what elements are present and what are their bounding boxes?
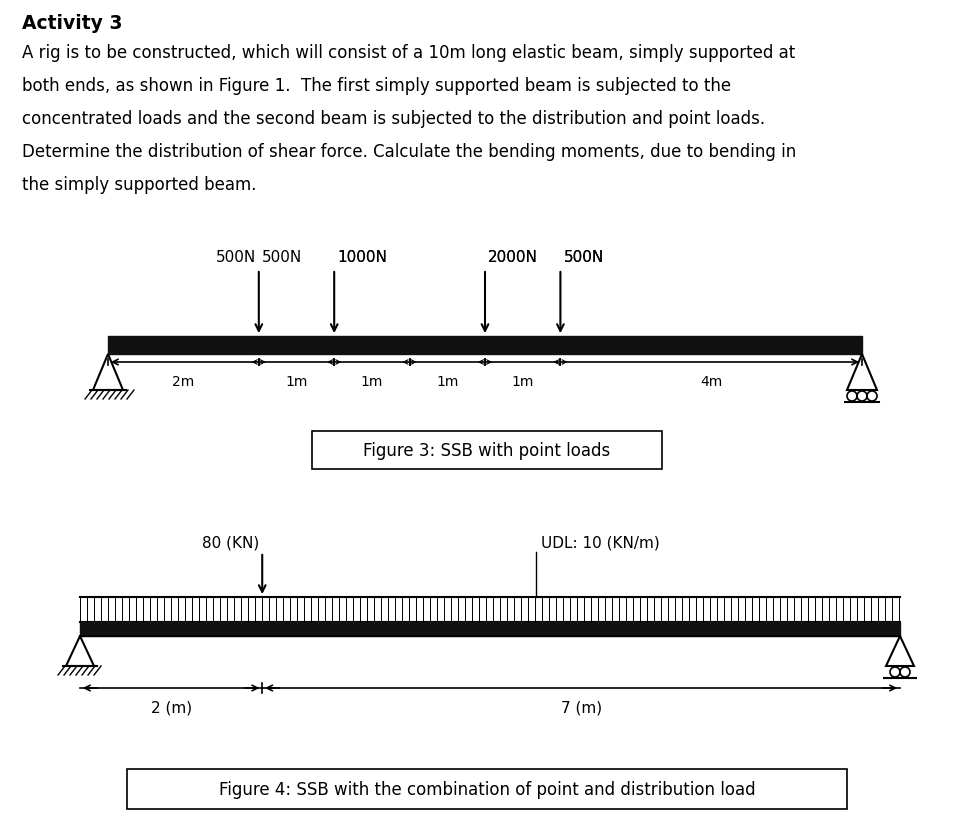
Text: 4m: 4m (700, 374, 723, 388)
Text: 2m: 2m (172, 374, 195, 388)
Text: A rig is to be constructed, which will consist of a 10m long elastic beam, simpl: A rig is to be constructed, which will c… (22, 44, 795, 62)
Text: 1m: 1m (511, 374, 534, 388)
Text: 1m: 1m (285, 374, 308, 388)
Bar (127, 769, 847, 809)
Text: both ends, as shown in Figure 1.  The first simply supported beam is subjected t: both ends, as shown in Figure 1. The fir… (22, 77, 731, 95)
Text: 500N: 500N (262, 250, 302, 265)
Text: the simply supported beam.: the simply supported beam. (22, 176, 256, 194)
Text: 500N: 500N (563, 250, 604, 265)
Text: 500N: 500N (563, 250, 604, 265)
Text: Determine the distribution of shear force. Calculate the bending moments, due to: Determine the distribution of shear forc… (22, 143, 797, 161)
Text: 1000N: 1000N (337, 250, 387, 265)
Text: 2000N: 2000N (488, 250, 538, 265)
Text: Figure 3: SSB with point loads: Figure 3: SSB with point loads (363, 441, 611, 459)
Bar (108, 337, 862, 355)
Bar (80, 622, 900, 636)
Text: concentrated loads and the second beam is subjected to the distribution and poin: concentrated loads and the second beam i… (22, 110, 766, 128)
Text: 1000N: 1000N (337, 250, 387, 265)
Text: Figure 4: SSB with the combination of point and distribution load: Figure 4: SSB with the combination of po… (219, 780, 755, 798)
Text: 7 (m): 7 (m) (561, 700, 602, 715)
Text: 1m: 1m (436, 374, 459, 388)
Text: Activity 3: Activity 3 (22, 14, 123, 33)
Text: 2000N: 2000N (488, 250, 538, 265)
Text: 2 (m): 2 (m) (151, 700, 192, 715)
Text: UDL: 10 (KN/m): UDL: 10 (KN/m) (541, 536, 659, 550)
Text: 500N: 500N (215, 250, 256, 265)
Text: 1m: 1m (360, 374, 383, 388)
Bar (312, 432, 662, 469)
Text: 80 (KN): 80 (KN) (202, 536, 259, 550)
